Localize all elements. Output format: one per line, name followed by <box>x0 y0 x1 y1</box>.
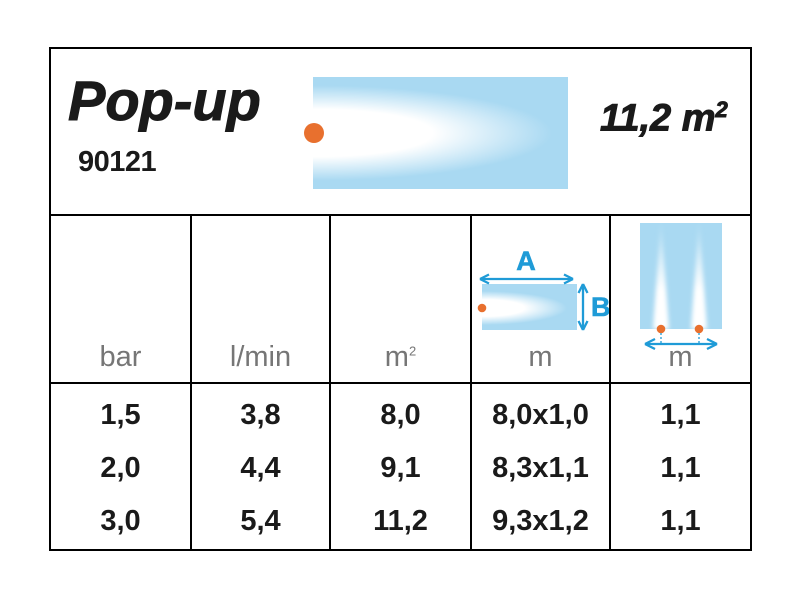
svg-text:A: A <box>516 246 536 276</box>
svg-text:B: B <box>591 292 611 322</box>
